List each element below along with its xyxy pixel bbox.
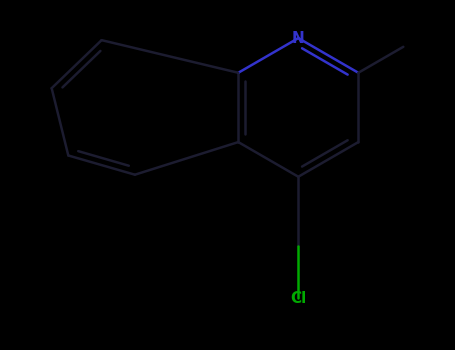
Text: Cl: Cl xyxy=(290,290,306,306)
Text: N: N xyxy=(292,30,305,46)
